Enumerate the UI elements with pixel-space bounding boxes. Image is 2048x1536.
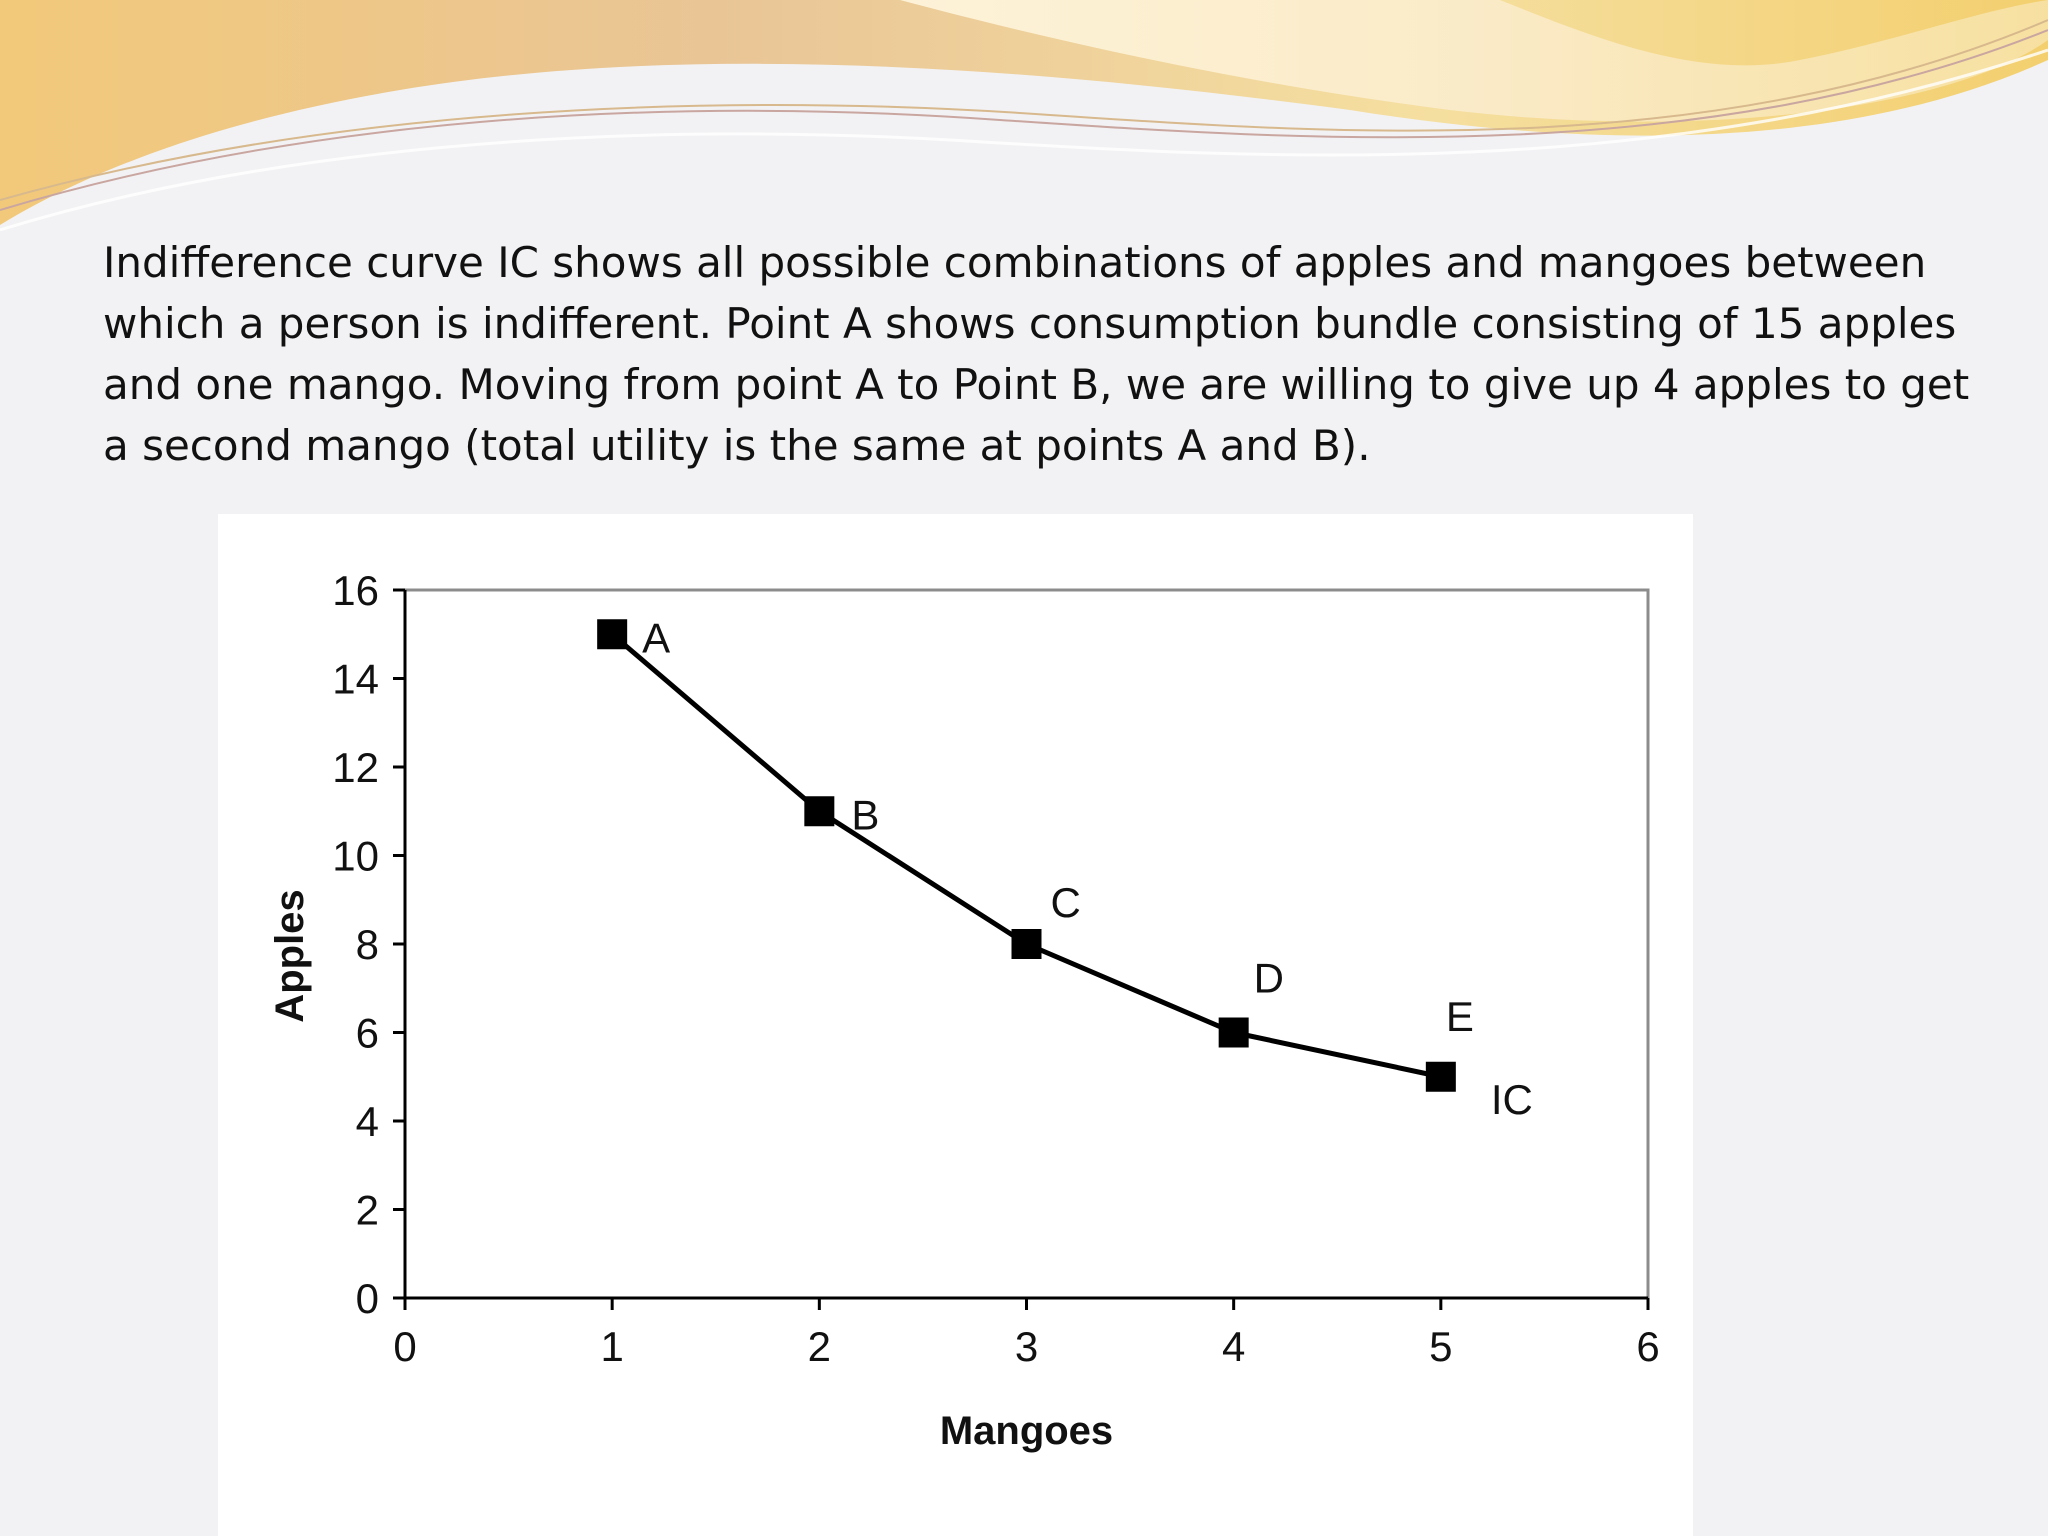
series-label-ic: IC — [1491, 1076, 1533, 1123]
y-tick-label: 4 — [356, 1098, 379, 1145]
data-point-e — [1425, 1061, 1456, 1092]
point-label-b: B — [851, 791, 879, 838]
y-tick-label: 10 — [332, 833, 379, 880]
header-wave-decoration — [0, 0, 2048, 232]
y-tick-label: 0 — [356, 1275, 379, 1322]
data-point-d — [1218, 1017, 1249, 1048]
data-point-c — [1011, 929, 1042, 959]
y-tick-label: 8 — [356, 921, 379, 968]
point-label-c: C — [1051, 879, 1081, 926]
x-tick-label: 3 — [1015, 1323, 1038, 1370]
point-label-e: E — [1446, 993, 1474, 1040]
point-label-a: A — [642, 614, 670, 661]
x-tick-label: 0 — [393, 1323, 416, 1370]
point-label-d: D — [1254, 955, 1284, 1002]
y-tick-label: 6 — [356, 1010, 379, 1057]
y-tick-label: 2 — [356, 1187, 379, 1234]
data-point-a — [597, 619, 628, 650]
y-tick-label: 16 — [332, 567, 379, 614]
x-tick-label: 5 — [1429, 1323, 1452, 1370]
x-tick-label: 4 — [1222, 1323, 1245, 1370]
chart-panel: 0 2 4 6 8 10 12 14 16 0 1 2 3 4 5 6 A B C D E IC Mangoes App… — [218, 514, 1693, 1536]
slide-paragraph: Indifference curve IC shows all possible… — [103, 238, 1970, 470]
series-line-ic — [610, 632, 1442, 1080]
data-point-b — [804, 796, 835, 827]
x-axis-title: Mangoes — [940, 1409, 1113, 1453]
y-axis-title: Apples — [268, 889, 312, 1022]
x-tick-label: 2 — [808, 1323, 831, 1370]
y-tick-label: 12 — [332, 744, 379, 791]
x-tick-label: 1 — [600, 1323, 623, 1370]
x-tick-label: 6 — [1636, 1323, 1659, 1370]
y-tick-label: 14 — [332, 656, 379, 703]
chart-series: A B C D E IC — [597, 614, 1533, 1123]
